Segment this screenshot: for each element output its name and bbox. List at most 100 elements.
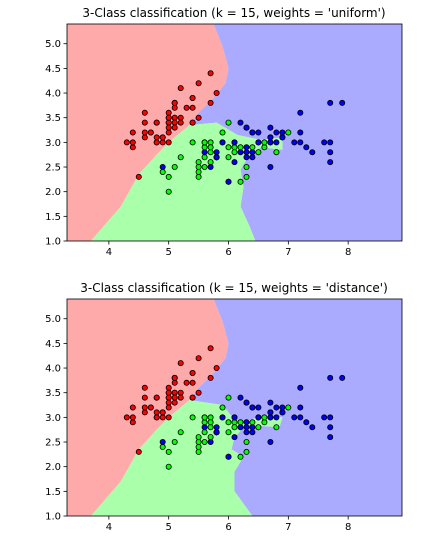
data-point-setosa: [189, 119, 196, 126]
y-tick-label: 4.0: [45, 89, 61, 100]
axes-frame: [66, 23, 403, 242]
data-point-setosa: [195, 80, 202, 87]
data-point-setosa: [159, 139, 166, 146]
axis-ticks: 4 5 6 7 8 1.0 1.5 2.0 2.5 3.0 3.5 4.0 4.5 5.0: [45, 39, 351, 258]
data-point-setosa: [171, 389, 178, 396]
data-point-virginica: [231, 139, 238, 146]
x-tick-label: 7: [285, 522, 291, 533]
data-point-virginica: [201, 424, 208, 431]
data-point-versicolor: [165, 463, 172, 470]
data-point-versicolor: [285, 404, 292, 411]
data-point-versicolor: [195, 173, 202, 180]
data-point-virginica: [267, 163, 274, 170]
data-point-virginica: [219, 414, 226, 421]
data-point-versicolor: [195, 443, 202, 450]
data-point-setosa: [165, 114, 172, 121]
data-point-virginica: [249, 429, 256, 436]
data-point-versicolor: [249, 419, 256, 426]
data-points: [123, 345, 346, 470]
data-point-setosa: [189, 95, 196, 102]
data-point-versicolor: [195, 448, 202, 455]
data-point-setosa: [171, 119, 178, 126]
data-point-versicolor: [201, 429, 208, 436]
data-point-virginica: [339, 99, 346, 106]
data-point-versicolor: [201, 144, 208, 151]
data-point-setosa: [195, 114, 202, 121]
data-point-versicolor: [207, 424, 214, 431]
data-point-virginica: [303, 144, 310, 151]
data-point-virginica: [237, 149, 244, 156]
data-point-setosa: [153, 414, 160, 421]
data-point-virginica: [267, 409, 274, 416]
data-point-virginica: [255, 139, 262, 146]
data-point-setosa: [141, 134, 148, 141]
data-point-virginica: [159, 163, 166, 170]
data-point-setosa: [141, 409, 148, 416]
data-point-setosa: [207, 345, 214, 352]
data-point-setosa: [153, 409, 160, 416]
data-point-virginica: [309, 149, 316, 156]
data-point-versicolor: [237, 419, 244, 426]
data-point-setosa: [195, 389, 202, 396]
data-point-setosa: [123, 414, 130, 421]
data-point-virginica: [267, 134, 274, 141]
data-point-virginica: [267, 139, 274, 146]
data-point-setosa: [195, 355, 202, 362]
data-point-virginica: [327, 149, 334, 156]
data-point-virginica: [297, 404, 304, 411]
data-point-setosa: [141, 404, 148, 411]
data-point-versicolor: [225, 119, 232, 126]
data-point-virginica: [207, 438, 214, 445]
data-point-versicolor: [219, 129, 226, 136]
data-point-setosa: [129, 404, 136, 411]
data-point-virginica: [279, 134, 286, 141]
data-point-versicolor: [273, 149, 280, 156]
data-point-versicolor: [243, 448, 250, 455]
data-point-setosa: [141, 109, 148, 116]
data-point-versicolor: [225, 429, 232, 436]
data-point-virginica: [249, 149, 256, 156]
data-point-versicolor: [165, 173, 172, 180]
x-tick-label: 8: [345, 247, 351, 258]
data-point-versicolor: [195, 159, 202, 166]
data-point-virginica: [327, 424, 334, 431]
data-point-versicolor: [261, 419, 268, 426]
x-tick-label: 6: [225, 522, 231, 533]
y-tick-label: 1.0: [45, 237, 61, 248]
chart-title: 3-Class classification (k = 15, weights …: [82, 6, 385, 20]
data-point-virginica: [237, 119, 244, 126]
data-point-virginica: [243, 149, 250, 156]
data-point-virginica: [291, 139, 298, 146]
data-point-versicolor: [207, 139, 214, 146]
data-point-setosa: [213, 364, 220, 371]
data-point-setosa: [177, 389, 184, 396]
data-point-setosa: [189, 394, 196, 401]
data-point-setosa: [159, 134, 166, 141]
data-point-virginica: [297, 139, 304, 146]
data-point-setosa: [159, 414, 166, 421]
data-point-versicolor: [201, 154, 208, 161]
data-point-setosa: [171, 99, 178, 106]
data-point-setosa: [165, 384, 172, 391]
data-point-virginica: [297, 129, 304, 136]
data-point-versicolor: [201, 419, 208, 426]
data-point-versicolor: [159, 168, 166, 175]
data-point-virginica: [213, 154, 220, 161]
data-point-setosa: [165, 109, 172, 116]
y-tick-label: 3.0: [45, 413, 61, 424]
data-point-setosa: [165, 389, 172, 396]
data-point-virginica: [279, 409, 286, 416]
data-point-setosa: [171, 124, 178, 131]
data-point-setosa: [165, 139, 172, 146]
data-point-setosa: [135, 173, 142, 180]
data-point-setosa: [165, 399, 172, 406]
data-point-setosa: [165, 119, 172, 126]
decision-regions: [67, 299, 402, 516]
data-point-versicolor: [171, 163, 178, 170]
x-tick-label: 8: [345, 522, 351, 533]
data-point-versicolor: [177, 154, 184, 161]
data-point-virginica: [273, 414, 280, 421]
data-point-versicolor: [201, 139, 208, 146]
data-point-setosa: [171, 394, 178, 401]
data-point-virginica: [243, 399, 250, 406]
